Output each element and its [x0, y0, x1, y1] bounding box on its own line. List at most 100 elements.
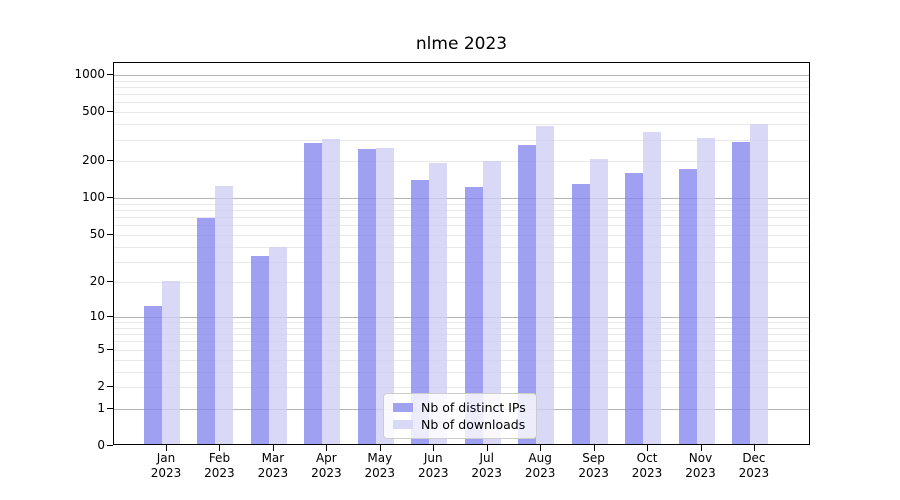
y-tick-label: 0	[97, 438, 105, 452]
bar-nov-distinct-ips	[678, 169, 697, 444]
bar-jun-distinct-ips	[411, 180, 430, 444]
x-tick-mark	[540, 445, 542, 451]
x-tick-label-may: May 2023	[364, 451, 396, 480]
x-tick-mark	[753, 445, 755, 451]
bar-aug-downloads	[536, 126, 555, 444]
x-tick-mark	[486, 445, 488, 451]
minor-gridline	[114, 282, 809, 284]
minor-gridline	[114, 371, 809, 373]
minor-gridline	[114, 261, 809, 263]
y-tick-label: 100	[82, 190, 105, 205]
y-tick-label: 5	[97, 341, 105, 356]
x-tick-label-aug: Aug 2023	[524, 451, 556, 480]
bar-sep-downloads	[589, 158, 608, 444]
x-tick-label-feb: Feb 2023	[204, 451, 235, 480]
bar-mar-downloads	[268, 247, 287, 444]
minor-gridline	[114, 102, 809, 104]
x-tick-mark	[433, 445, 435, 451]
minor-gridline	[114, 225, 809, 227]
bar-may-distinct-ips	[357, 149, 376, 444]
legend-entry-distinct-ips: Nb of distinct IPs	[393, 399, 526, 416]
minor-gridline	[114, 386, 809, 388]
x-tick-mark	[326, 445, 328, 451]
minor-gridline	[114, 359, 809, 361]
minor-gridline	[114, 327, 809, 329]
bar-jan-distinct-ips	[144, 306, 162, 444]
minor-gridline	[114, 349, 809, 351]
y-tick-label: 1	[97, 400, 105, 415]
major-gridline	[114, 198, 809, 200]
y-tick-label: 50	[89, 226, 105, 241]
legend: Nb of distinct IPs Nb of downloads	[383, 393, 537, 439]
minor-gridline	[114, 139, 809, 141]
bar-may-downloads	[375, 148, 394, 444]
y-tick-mark	[107, 316, 113, 318]
y-tick-mark	[107, 281, 113, 283]
x-tick-label-oct: Oct 2023	[631, 451, 663, 480]
y-tick-label: 500	[82, 104, 105, 119]
x-tick-label-dec: Dec 2023	[738, 451, 770, 480]
bar-oct-distinct-ips	[625, 173, 644, 444]
plot-area: Nb of distinct IPs Nb of downloads	[113, 62, 810, 445]
minor-gridline	[114, 124, 809, 126]
bar-aug-distinct-ips	[518, 145, 537, 444]
minor-gridline	[114, 203, 809, 205]
bar-sep-distinct-ips	[571, 184, 590, 444]
legend-label-downloads: Nb of downloads	[421, 417, 526, 432]
major-gridline	[114, 317, 809, 319]
bar-dec-distinct-ips	[731, 142, 750, 444]
x-tick-label-apr: Apr 2023	[311, 451, 342, 480]
bar-jul-downloads	[482, 161, 501, 444]
x-tick-mark	[272, 445, 274, 451]
distinct-ips-swatch-icon	[393, 403, 413, 412]
y-tick-label: 1000	[74, 66, 105, 81]
x-tick-mark	[647, 445, 649, 451]
bar-mar-distinct-ips	[250, 256, 269, 444]
minor-gridline	[114, 161, 809, 163]
minor-gridline	[114, 94, 809, 96]
y-tick-mark	[107, 73, 113, 75]
bar-jun-downloads	[429, 163, 448, 444]
x-tick-mark	[593, 445, 595, 451]
minor-gridline	[114, 322, 809, 324]
bar-dec-downloads	[749, 124, 768, 444]
legend-entry-downloads: Nb of downloads	[393, 416, 526, 433]
minor-gridline	[114, 86, 809, 88]
y-tick-mark	[107, 197, 113, 199]
y-tick-mark	[107, 407, 113, 409]
x-tick-label-jan: Jan 2023	[150, 451, 182, 480]
y-tick-label: 200	[82, 153, 105, 168]
x-tick-mark	[219, 445, 221, 451]
bar-jul-distinct-ips	[464, 186, 483, 444]
minor-gridline	[114, 80, 809, 82]
x-tick-mark	[166, 445, 167, 451]
minor-gridline	[114, 209, 809, 211]
x-tick-label-jun: Jun 2023	[417, 451, 449, 480]
minor-gridline	[114, 246, 809, 248]
x-tick-label-mar: Mar 2023	[257, 451, 289, 480]
minor-gridline	[114, 341, 809, 343]
minor-gridline	[114, 334, 809, 336]
y-tick-mark	[107, 445, 113, 446]
chart-title: nlme 2023	[415, 34, 508, 54]
major-gridline	[114, 74, 809, 76]
downloads-swatch-icon	[393, 420, 413, 429]
bar-apr-downloads	[322, 139, 341, 444]
y-tick-mark	[107, 348, 113, 350]
y-tick-label: 20	[89, 274, 105, 289]
bar-apr-distinct-ips	[304, 143, 323, 444]
minor-gridline	[114, 217, 809, 219]
x-tick-label-sep: Sep 2023	[578, 451, 609, 480]
bar-feb-distinct-ips	[197, 218, 216, 444]
y-tick-mark	[107, 233, 113, 235]
x-tick-label-nov: Nov 2023	[685, 451, 716, 480]
x-tick-mark	[379, 445, 381, 451]
minor-gridline	[114, 112, 809, 114]
y-tick-label: 2	[97, 378, 105, 393]
y-tick-label: 10	[89, 309, 105, 324]
bar-jan-downloads	[162, 280, 180, 444]
y-tick-mark	[107, 385, 113, 387]
bar-nov-downloads	[696, 137, 715, 444]
y-tick-mark	[107, 160, 113, 162]
